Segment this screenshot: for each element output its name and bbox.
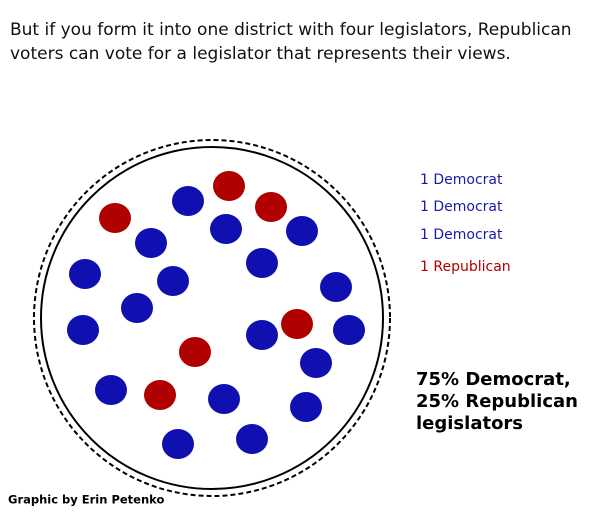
credit: Graphic by Erin Petenko [8,493,164,507]
democrat-voter [157,266,189,296]
legend-republican: 1 Republican [420,259,511,275]
district-outline-dashed [33,139,391,497]
republican-voter [144,380,176,410]
summary-line: 75% Democrat, [416,369,571,390]
republican-voter [99,203,131,233]
republican-voter [281,309,313,339]
democrat-voter [162,429,194,459]
republican-voter [255,192,287,222]
democrat-voter [236,424,268,454]
republican-voter [213,171,245,201]
heading-line: voters can vote for a legislator that re… [10,44,511,64]
democrat-voter [246,320,278,350]
democrat-voter [290,392,322,422]
democrat-voter [121,293,153,323]
democrat-voter [69,259,101,289]
summary-line: 25% Republican [416,391,578,412]
democrat-voter [246,248,278,278]
democrat-voter [172,186,204,216]
legend-democrat: 1 Democrat [420,227,503,243]
democrat-voter [208,384,240,414]
voters [67,171,365,459]
democrat-voter [333,315,365,345]
heading-line: But if you form it into one district wit… [10,20,572,40]
democrat-voter [300,348,332,378]
democrat-voter [135,228,167,258]
summary-line: legislators [416,413,523,434]
democrat-voter [286,216,318,246]
democrat-voter [95,375,127,405]
legend-democrat: 1 Democrat [420,199,503,215]
democrat-voter [320,272,352,302]
legend-democrat: 1 Democrat [420,172,503,188]
district-outline [40,146,384,490]
democrat-voter [67,315,99,345]
republican-voter [179,337,211,367]
democrat-voter [210,214,242,244]
